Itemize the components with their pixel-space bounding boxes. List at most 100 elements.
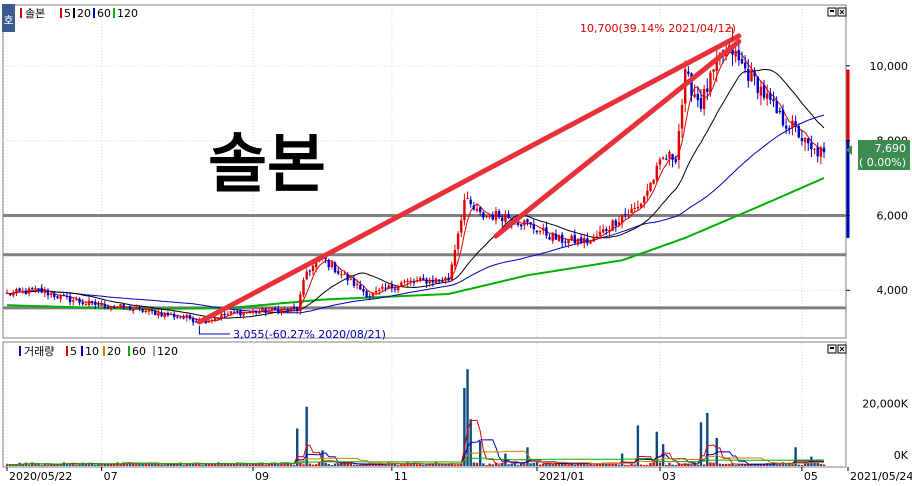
candle-body: [769, 93, 772, 100]
candle-body: [185, 315, 189, 318]
candle-body: [195, 321, 198, 323]
volume-close-glyph: [839, 346, 845, 352]
volume-bar: [27, 464, 31, 466]
candle-body: [87, 300, 91, 305]
volume-bar: [557, 463, 561, 466]
candle-body: [97, 304, 100, 306]
volume-bar: [226, 464, 230, 466]
volume-bar: [5, 464, 9, 466]
volume-bar: [141, 463, 144, 466]
price-tick-label: 6,000: [877, 209, 909, 222]
candle-body: [154, 310, 157, 316]
volume-bar: [734, 465, 737, 467]
candle-body: [709, 72, 712, 93]
date-tick-label: 03: [662, 470, 676, 482]
candle-body: [516, 222, 520, 225]
candle-body: [447, 277, 450, 281]
candle-body: [554, 233, 558, 240]
volume-bar: [551, 464, 554, 466]
candle-body: [248, 311, 252, 313]
candle-body: [242, 311, 245, 316]
candle-body: [472, 205, 476, 210]
volume-bar: [737, 464, 741, 466]
candle-body: [652, 180, 655, 184]
volume-bar: [485, 465, 488, 467]
volume-bar: [456, 464, 460, 466]
candle-body: [65, 295, 69, 297]
candle-body: [646, 190, 649, 197]
volume-bar: [355, 464, 359, 466]
volume-bar: [255, 464, 258, 466]
candle-body: [34, 288, 37, 290]
volume-bar: [302, 464, 305, 466]
volume-bar: [106, 464, 110, 466]
candle-body: [374, 290, 378, 293]
candle-body: [466, 197, 469, 200]
legend-swatch-volume: [19, 346, 21, 356]
candle-body: [740, 58, 744, 64]
candle-body: [444, 277, 447, 281]
date-tick-label: 05: [804, 470, 818, 482]
candle-body: [668, 152, 671, 159]
candle-body: [365, 291, 368, 298]
candle-body: [425, 278, 428, 284]
candle-body: [176, 316, 179, 318]
candle-body: [270, 307, 274, 310]
candle-body: [753, 71, 756, 77]
volume-bar: [696, 464, 700, 466]
volume-bar: [718, 463, 722, 466]
volume-bar: [646, 464, 649, 466]
date-tick-label: 11: [394, 470, 408, 482]
candle-body: [633, 207, 636, 209]
candle-body: [627, 213, 630, 216]
candle-body: [601, 229, 605, 233]
volume-bar: [794, 447, 797, 466]
volume-bar: [147, 462, 151, 466]
candle-body: [583, 238, 586, 244]
candle-body: [106, 307, 110, 309]
volume-bar: [687, 464, 690, 466]
volume-bar: [620, 453, 624, 466]
candle-body: [412, 281, 416, 283]
candle-body: [56, 296, 59, 298]
volume-bar: [277, 464, 280, 466]
volume-bar: [560, 462, 564, 466]
legend-vma120: 120: [157, 345, 178, 358]
candle-body: [529, 222, 532, 225]
volume-bar: [169, 463, 173, 466]
volume-bar: [119, 464, 122, 466]
volume-bar: [396, 465, 400, 467]
volume-bar: [605, 462, 608, 466]
candle-body: [163, 312, 166, 317]
volume-bar: [759, 464, 763, 466]
volume-bar: [349, 463, 353, 466]
candle-body: [747, 68, 750, 81]
legend-vma10: 10: [85, 345, 99, 358]
candle-body: [756, 76, 759, 93]
volume-bar: [400, 464, 403, 466]
corner-label: 호: [3, 14, 13, 27]
price-legend: 솔본 5 20 60 120: [20, 7, 138, 20]
legend-swatch-ma20: [73, 8, 75, 18]
candle-body: [803, 137, 807, 143]
corner-button[interactable]: [2, 4, 15, 32]
candle-body: [267, 310, 271, 313]
candle-body: [333, 262, 337, 273]
volume-bar: [803, 462, 807, 466]
volume-bar: [564, 463, 567, 466]
candle-body: [778, 110, 782, 112]
volume-bar: [412, 462, 416, 466]
volume-bar: [453, 464, 457, 466]
volume-bar: [207, 464, 211, 466]
candle-body: [264, 308, 267, 313]
candle-body: [43, 289, 47, 294]
candle-body: [542, 227, 545, 231]
candle-body: [620, 215, 624, 224]
volume-bar: [270, 462, 274, 466]
legend-swatch-price: [20, 8, 22, 18]
legend-ma5: 5: [64, 7, 71, 20]
volume-bar: [72, 463, 75, 466]
candle-body: [564, 241, 567, 243]
current-price-pointer-icon: [846, 145, 852, 155]
candle-body: [258, 311, 261, 314]
